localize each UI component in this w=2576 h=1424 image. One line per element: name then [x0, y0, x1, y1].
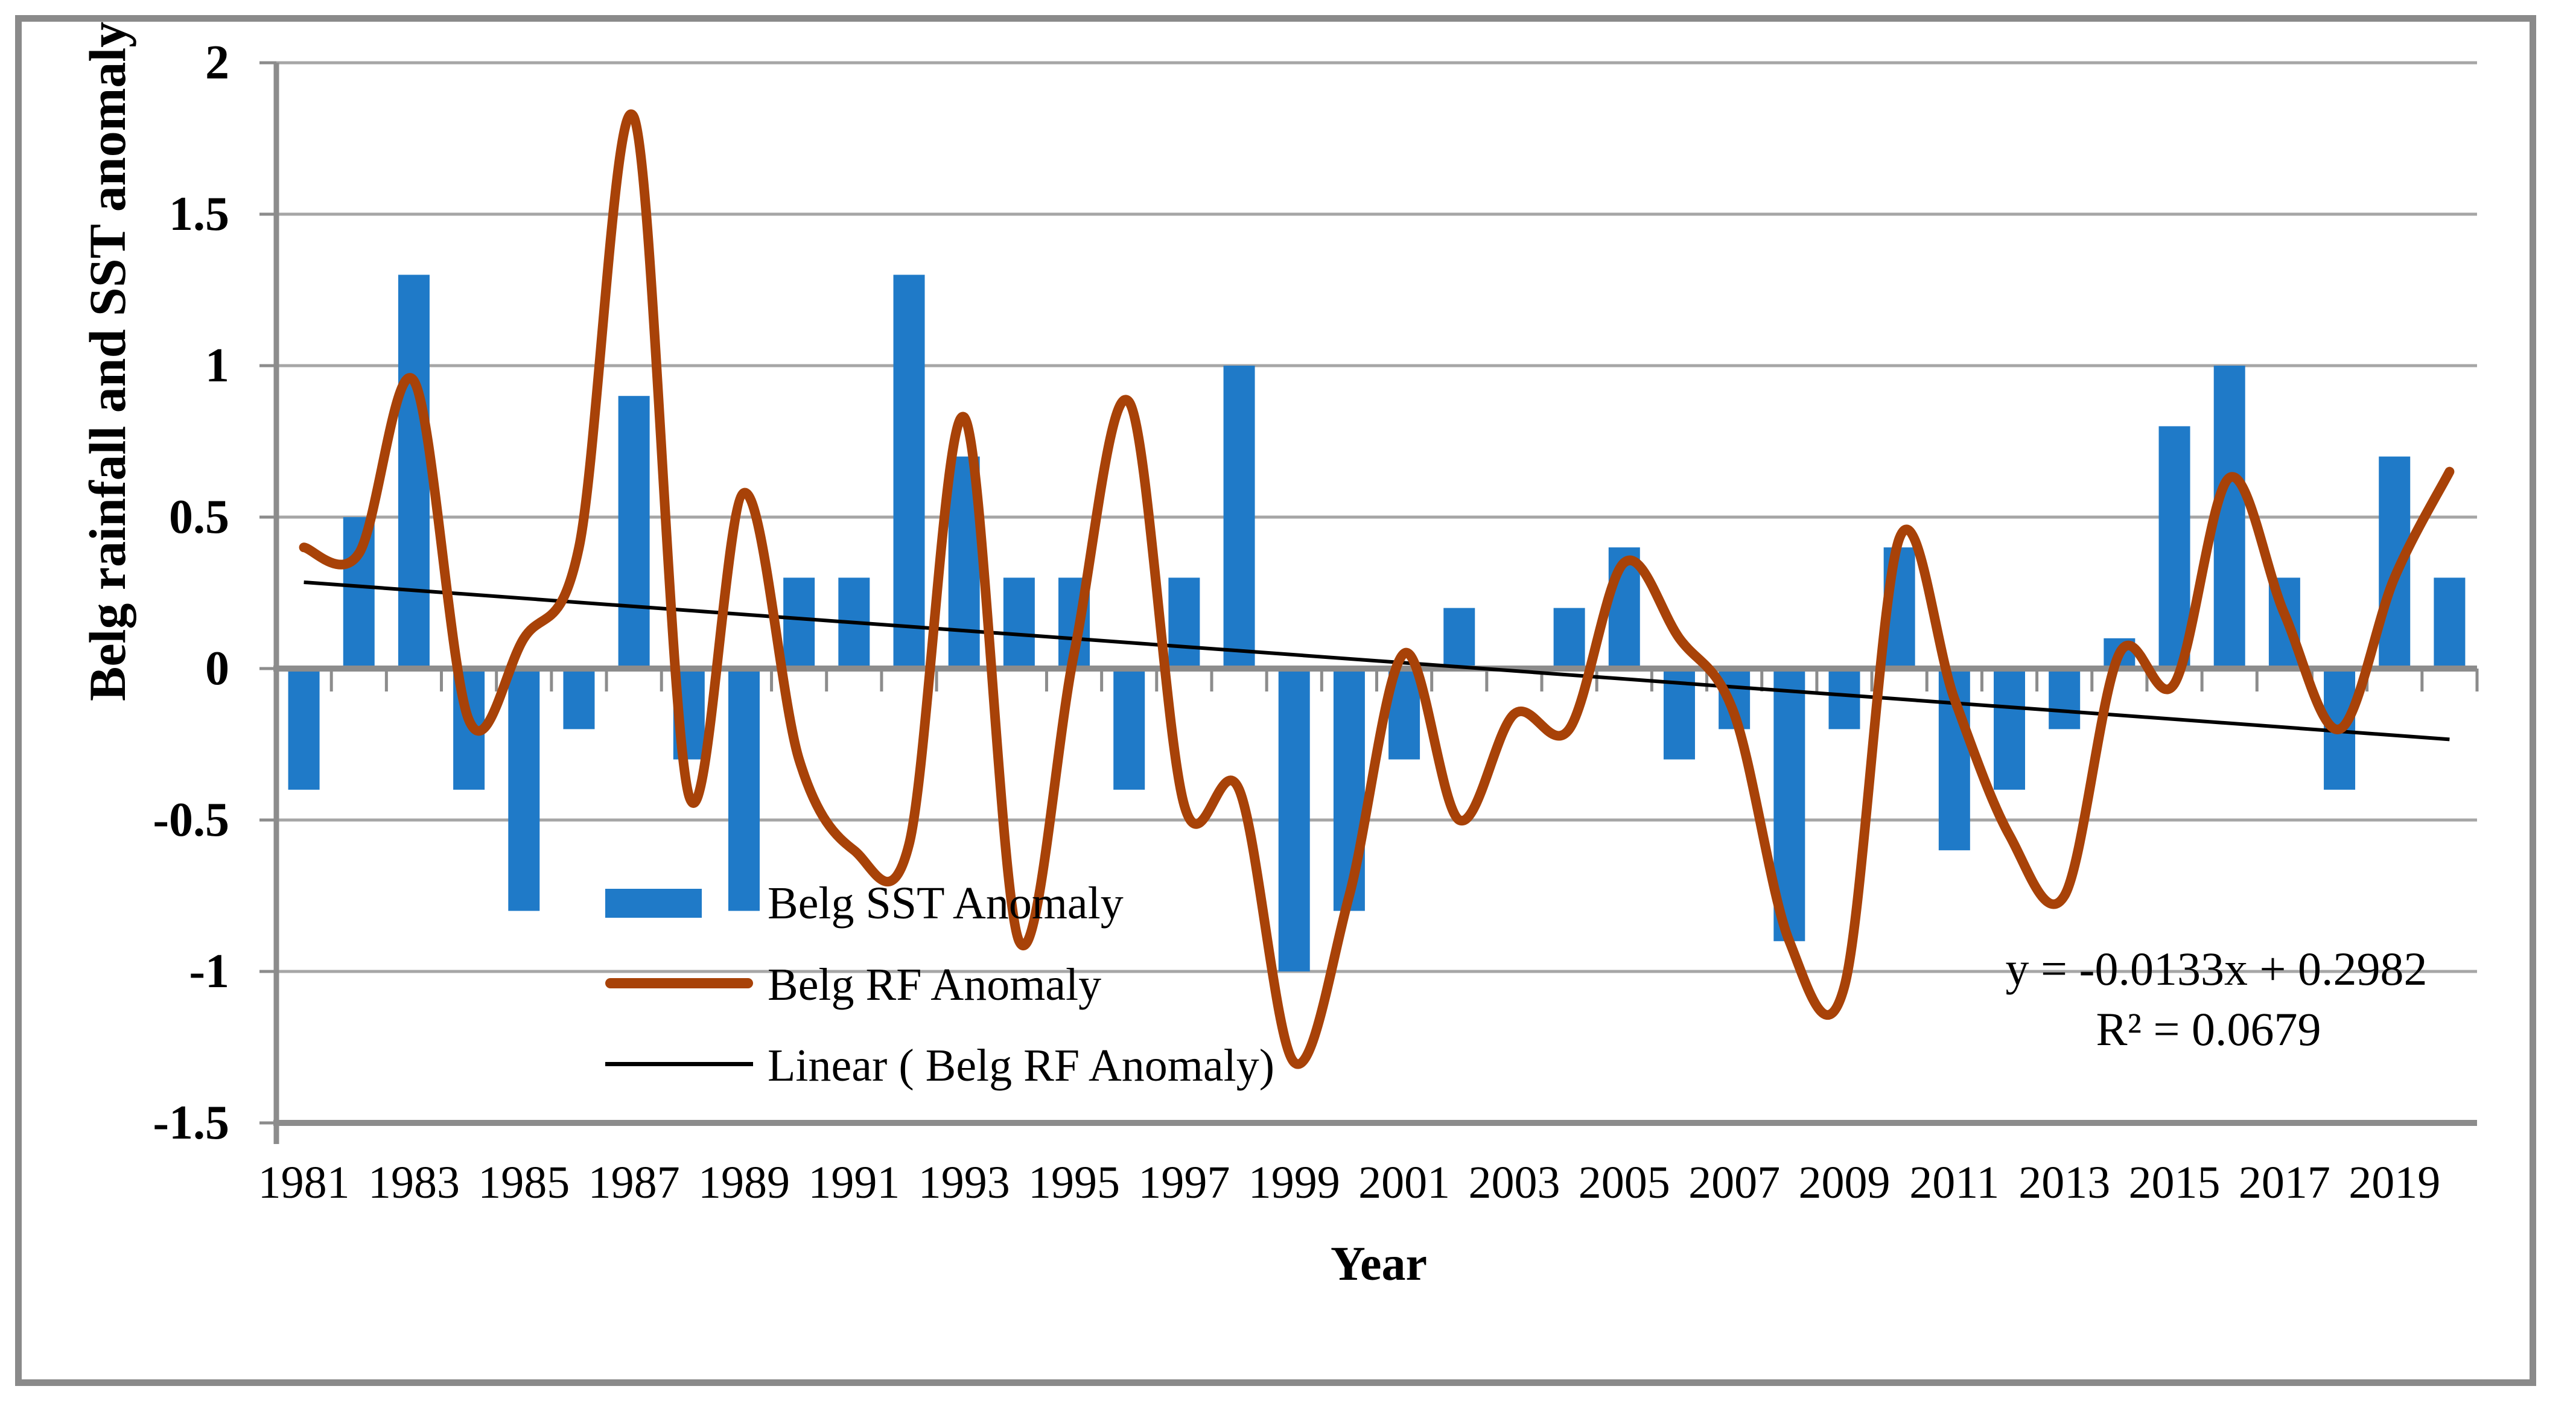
- y-tick-label: -1: [189, 945, 229, 998]
- x-tick-label: 1993: [918, 1157, 1010, 1208]
- x-tick-label: 1991: [808, 1157, 900, 1208]
- bar: [1223, 366, 1255, 669]
- y-tick-label: -1.5: [153, 1096, 229, 1149]
- x-tick-label: 2007: [1688, 1157, 1781, 1208]
- bar: [1828, 669, 1860, 729]
- y-tick-label: 2: [205, 36, 229, 89]
- y-tick-label: 0: [205, 642, 229, 695]
- bar: [618, 396, 650, 669]
- x-tick-label: 1985: [478, 1157, 570, 1208]
- x-tick-label: 2013: [2018, 1157, 2111, 1208]
- bar: [2158, 426, 2190, 669]
- trend-r2-text: R² = 0.0679: [2096, 1003, 2321, 1055]
- x-tick-label: 1999: [1248, 1157, 1340, 1208]
- figure-border: [15, 15, 2536, 1386]
- x-tick-label: 1987: [588, 1157, 680, 1208]
- trend-line: [304, 580, 2450, 742]
- legend-label-sst: Belg SST Anomaly: [768, 878, 1124, 929]
- bar: [398, 275, 430, 669]
- trend-equation-text: y = -0.0133x + 0.2982: [2005, 942, 2428, 995]
- bar: [1553, 608, 1585, 669]
- x-tick-label: 2003: [1468, 1157, 1560, 1208]
- x-tick-label: 2005: [1578, 1157, 1670, 1208]
- rf-anomaly-curve: [299, 109, 2455, 1069]
- legend-swatch-sst-bar: [605, 889, 702, 918]
- y-tick-label: 0.5: [169, 491, 229, 544]
- x-tick-label: 2001: [1358, 1157, 1451, 1208]
- y-tick-label: 1: [205, 339, 229, 392]
- bar: [2049, 669, 2081, 729]
- x-tick-label: 2009: [1798, 1157, 1891, 1208]
- bar: [1003, 577, 1035, 669]
- x-tick-label: 2015: [2128, 1157, 2221, 1208]
- bar: [288, 669, 320, 790]
- x-axis-title: Year: [1331, 1238, 1427, 1291]
- bar: [1443, 608, 1475, 669]
- bar: [2434, 577, 2466, 669]
- legend-swatch-rf-line: [605, 978, 753, 988]
- x-tick-label: 1981: [258, 1157, 350, 1208]
- x-tick-label: 2011: [1909, 1157, 2000, 1208]
- legend-label-linear: Linear ( Belg RF Anomaly): [768, 1040, 1275, 1091]
- x-tick-label: 1983: [367, 1157, 460, 1208]
- bar: [728, 669, 760, 911]
- x-tick-label: 2017: [2238, 1157, 2330, 1208]
- bar: [1113, 669, 1145, 790]
- bar: [508, 669, 540, 911]
- bar: [1994, 669, 2026, 790]
- x-tick-label: 2019: [2349, 1157, 2441, 1208]
- x-tick-label: 1995: [1028, 1157, 1121, 1208]
- bar: [1168, 577, 1200, 669]
- x-tick-label: 1989: [698, 1157, 790, 1208]
- bar: [783, 577, 815, 669]
- bar: [1278, 669, 1310, 971]
- y-tick-label: -0.5: [153, 793, 229, 847]
- bar: [1333, 669, 1365, 911]
- legend-label-rf: Belg RF Anomaly: [768, 959, 1102, 1010]
- legend-swatch-linear-line: [605, 1062, 753, 1066]
- bar: [563, 669, 595, 729]
- x-tick-label: 1997: [1138, 1157, 1230, 1208]
- y-tick-label: 1.5: [169, 188, 229, 241]
- bar: [893, 275, 925, 669]
